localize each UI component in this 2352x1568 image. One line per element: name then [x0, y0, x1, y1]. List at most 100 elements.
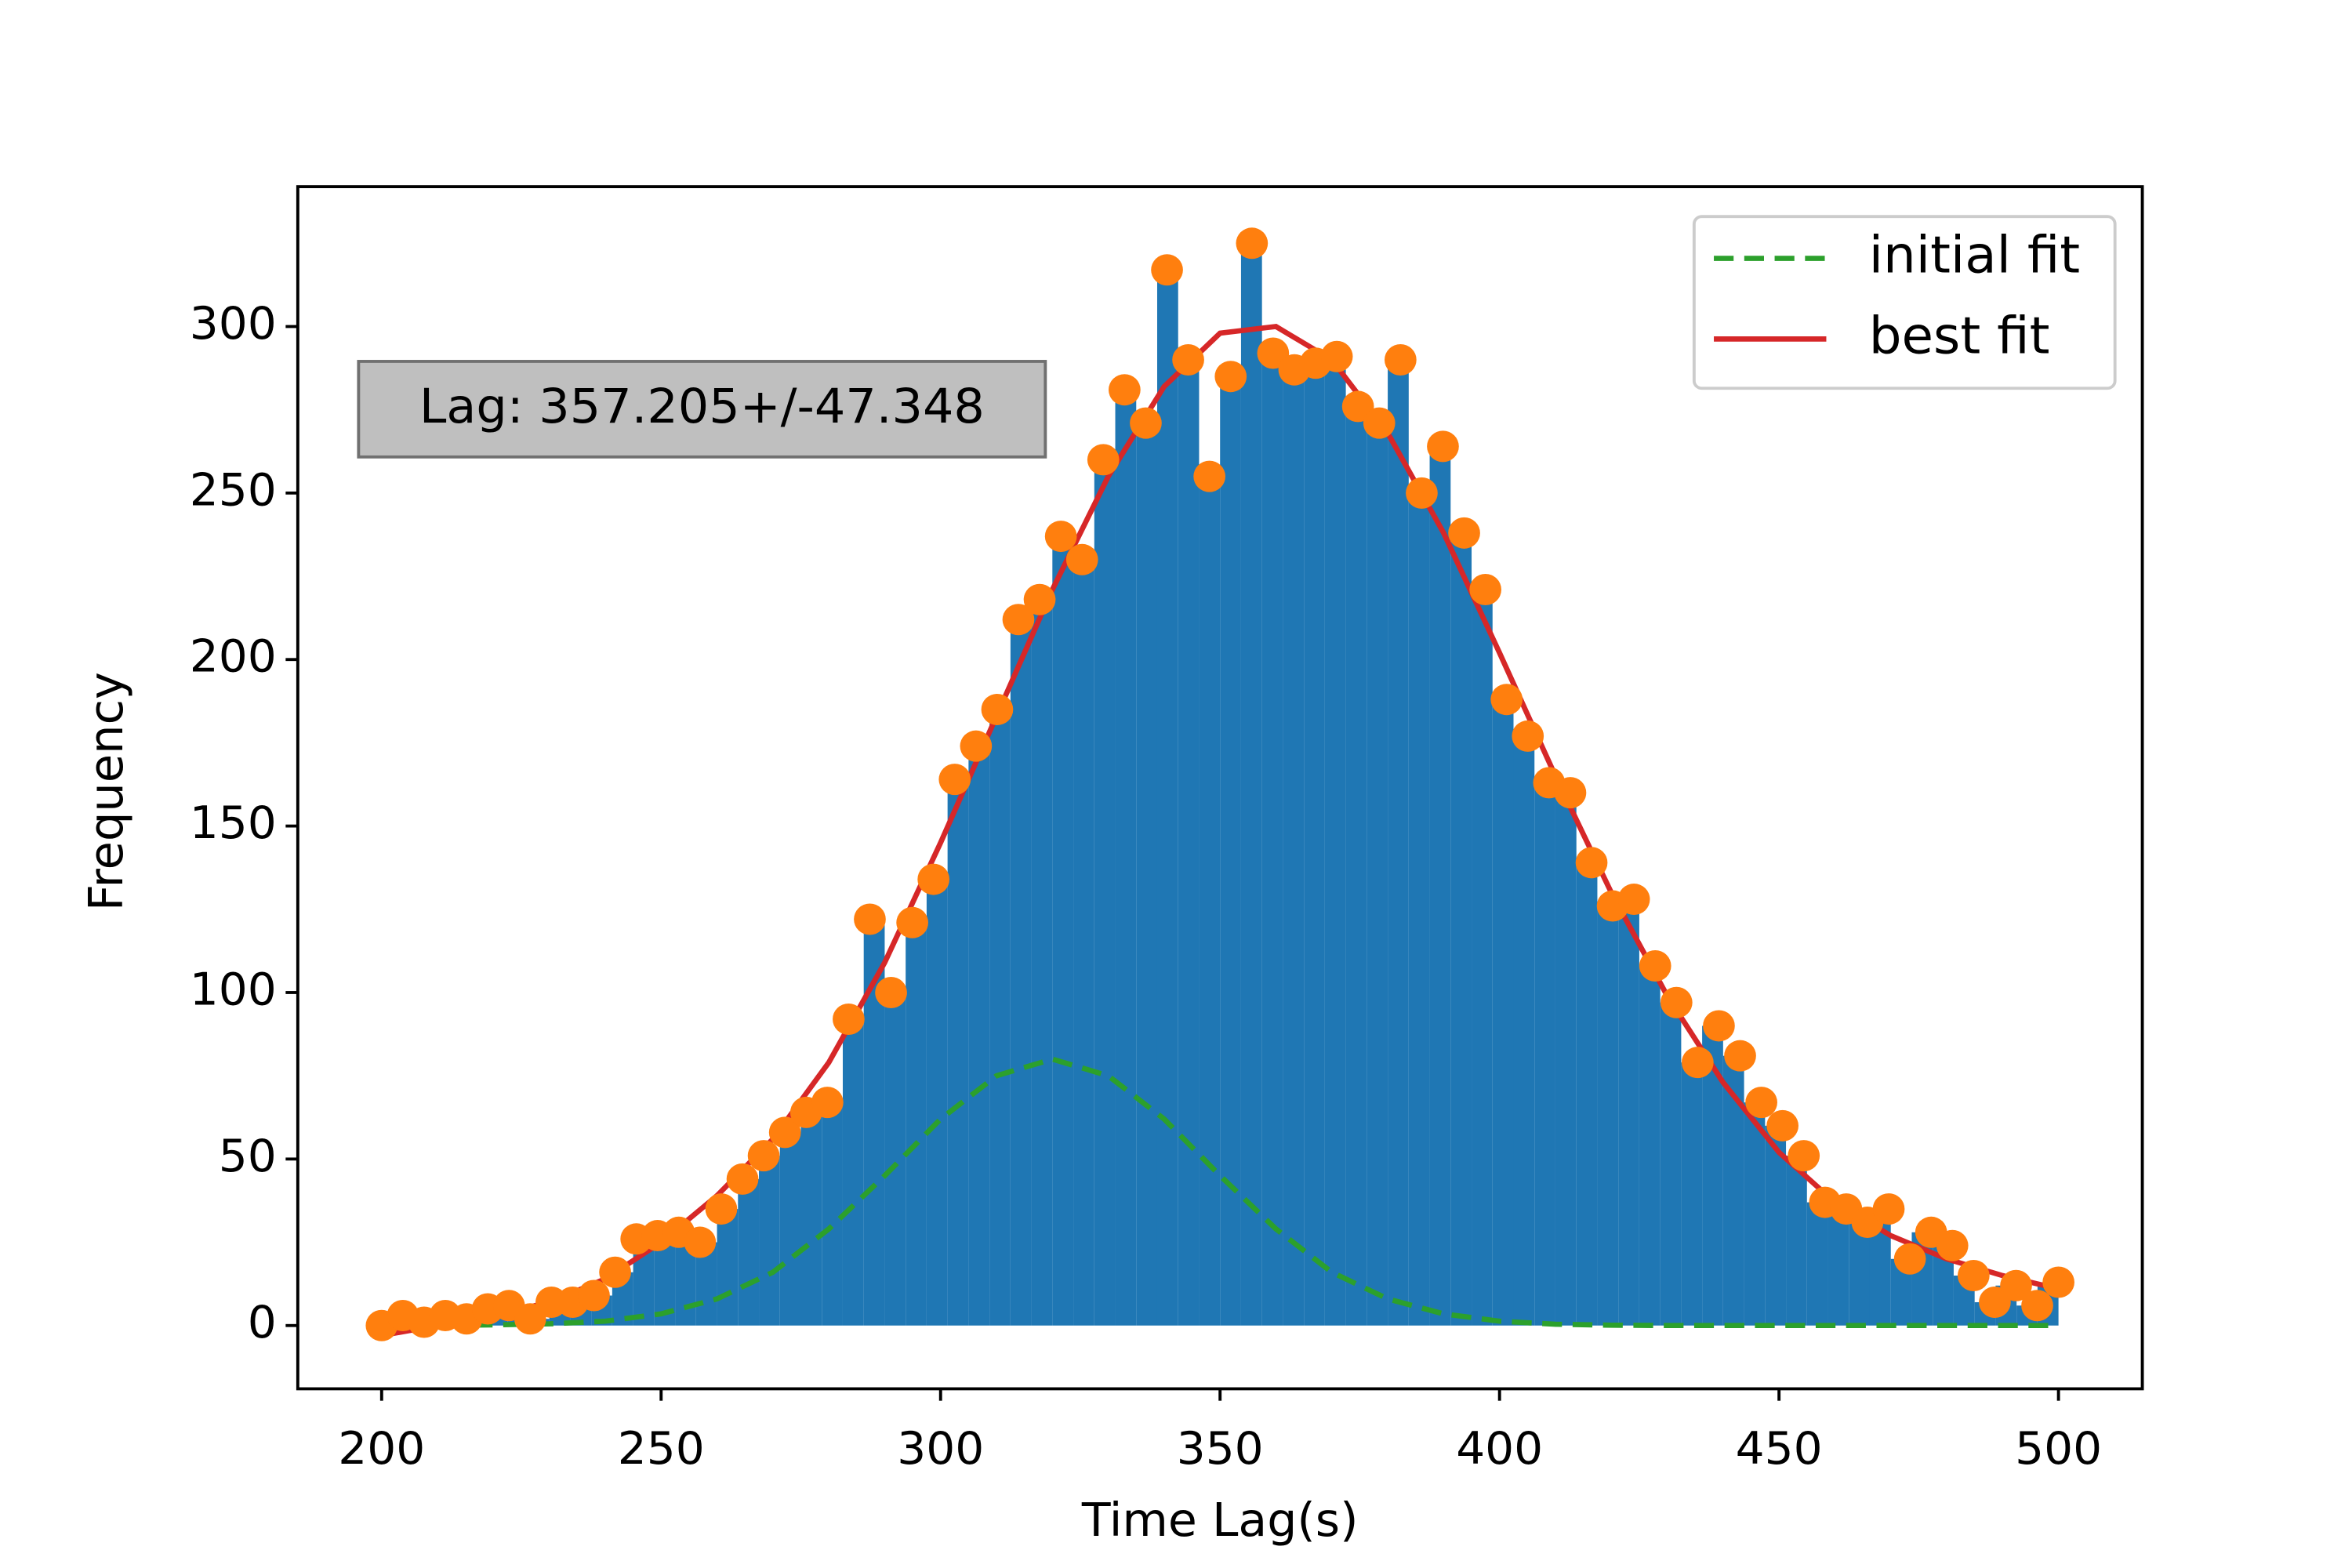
data-point — [875, 976, 907, 1008]
data-point — [1469, 574, 1501, 606]
data-point — [1957, 1260, 1990, 1292]
histogram-bar — [906, 922, 927, 1326]
data-point — [1172, 343, 1204, 376]
histogram-bar — [738, 1178, 760, 1326]
histogram-bar — [1408, 492, 1430, 1326]
legend-label: initial fit — [1869, 226, 2080, 285]
data-point — [811, 1087, 844, 1119]
histogram-bar — [1576, 862, 1598, 1326]
histogram-bar — [1345, 406, 1367, 1326]
data-point — [1893, 1243, 1926, 1275]
data-point — [2021, 1290, 2053, 1322]
data-point — [1406, 477, 1438, 509]
data-point — [1109, 374, 1141, 406]
x-tick-label: 250 — [618, 1421, 705, 1474]
data-point — [684, 1226, 717, 1258]
data-point — [1575, 847, 1608, 879]
data-point — [1214, 361, 1247, 393]
histogram-bar — [1199, 476, 1221, 1326]
data-point — [1639, 950, 1671, 982]
x-tick-label: 500 — [2015, 1421, 2102, 1474]
data-point — [1427, 430, 1459, 463]
data-point — [1341, 390, 1374, 423]
data-point — [1745, 1087, 1777, 1119]
data-point — [1087, 444, 1120, 476]
data-point — [599, 1256, 631, 1288]
data-point — [1151, 254, 1183, 286]
histogram-bar — [1681, 1062, 1703, 1326]
data-point — [1384, 343, 1417, 376]
histogram-bar — [1388, 359, 1409, 1326]
histogram-bar — [1178, 359, 1200, 1326]
histogram-bar — [1534, 782, 1555, 1326]
data-point — [1703, 1010, 1735, 1042]
data-point — [833, 1003, 865, 1035]
histogram-bar — [1324, 356, 1346, 1326]
data-point — [1512, 720, 1544, 752]
histogram-bar — [1806, 1202, 1828, 1326]
histogram-bar — [968, 746, 990, 1326]
histogram-bar — [1261, 353, 1283, 1326]
data-point — [1236, 227, 1269, 260]
data-point — [896, 906, 929, 938]
data-point — [1023, 583, 1056, 615]
data-point — [726, 1163, 759, 1195]
legend: initial fit best fit — [1692, 215, 2117, 390]
data-point — [1936, 1229, 1969, 1261]
histogram-bar — [1639, 966, 1661, 1326]
y-tick-label: 0 — [248, 1296, 277, 1348]
histogram-bar — [1220, 376, 1241, 1326]
data-point — [854, 903, 886, 935]
y-tick-label: 200 — [190, 630, 277, 682]
data-point — [514, 1303, 546, 1335]
data-point — [1660, 986, 1693, 1018]
y-axis-label: Frequency — [79, 672, 134, 911]
data-point — [1979, 1286, 2011, 1318]
histogram-bar — [800, 1112, 822, 1326]
histogram-bar — [717, 1209, 739, 1326]
data-point — [747, 1140, 780, 1172]
histogram-bar — [884, 992, 906, 1326]
histogram-bar — [822, 1102, 843, 1326]
histogram-bar — [759, 1156, 780, 1326]
data-point — [1044, 521, 1077, 553]
data-point — [1130, 407, 1162, 439]
data-point — [2042, 1266, 2074, 1298]
histogram-bar — [779, 1132, 801, 1326]
histogram-bar — [1513, 735, 1535, 1326]
data-point — [2000, 1269, 2032, 1301]
histogram-bar — [1597, 906, 1619, 1326]
data-point — [1448, 517, 1480, 549]
data-point — [1490, 684, 1523, 716]
histogram-bar — [1304, 363, 1325, 1326]
histogram-bar — [1156, 270, 1178, 1326]
data-point — [981, 693, 1014, 725]
histogram-bar — [1849, 1222, 1870, 1326]
data-point — [578, 1279, 610, 1312]
data-point — [1681, 1047, 1714, 1079]
histogram-bar — [1660, 1002, 1682, 1326]
histogram-bar — [1073, 559, 1094, 1326]
histogram-bar — [1240, 243, 1262, 1326]
histogram-bar — [1555, 793, 1577, 1326]
data-point — [768, 1116, 801, 1149]
y-tick-label: 300 — [190, 296, 277, 349]
x-tick-label: 200 — [338, 1421, 425, 1474]
data-point — [960, 730, 993, 762]
data-point — [1788, 1140, 1820, 1172]
data-point — [1193, 460, 1226, 492]
data-point — [1766, 1109, 1798, 1142]
y-tick-label: 250 — [190, 463, 277, 516]
annotation-box — [357, 360, 1047, 459]
histogram-bar — [1136, 423, 1157, 1326]
histogram-bar — [1744, 1102, 1766, 1326]
fit-line — [381, 1056, 2059, 1329]
data-point — [1002, 604, 1035, 636]
y-tick-label: 50 — [219, 1129, 277, 1181]
histogram-bar — [1765, 1125, 1787, 1326]
annotation: Lag: 357.205+/-47.348 — [419, 379, 985, 434]
data-point — [1320, 340, 1353, 372]
x-tick-label: 350 — [1177, 1421, 1264, 1474]
data-point — [1363, 407, 1396, 439]
